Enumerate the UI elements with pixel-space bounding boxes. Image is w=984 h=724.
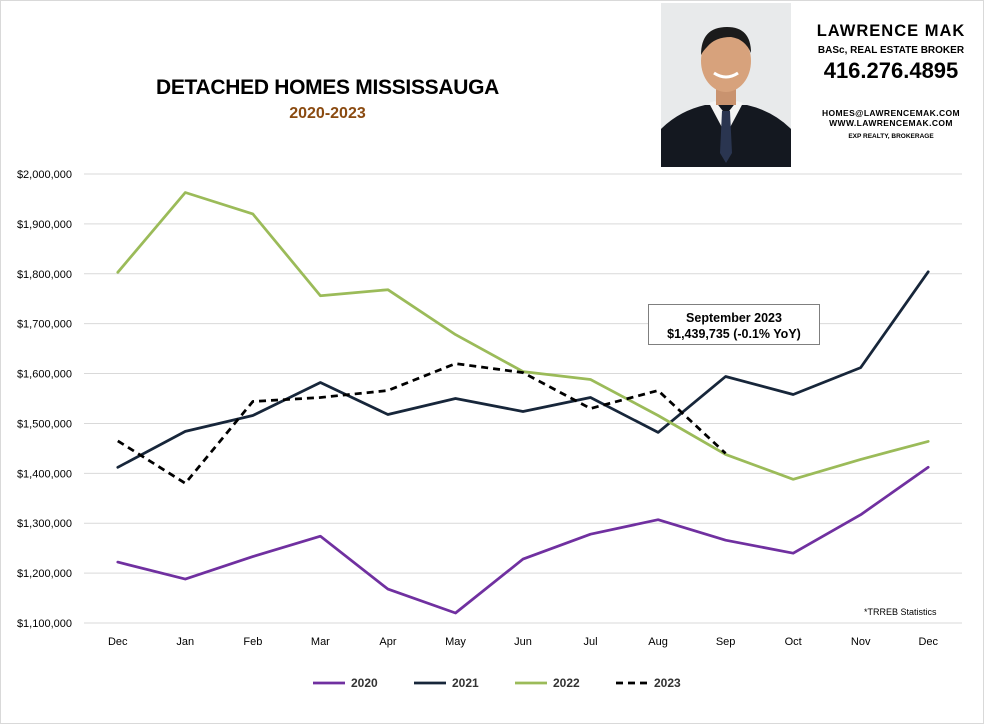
x-tick-label: Jul xyxy=(584,636,598,648)
y-tick-label: $1,900,000 xyxy=(17,219,72,231)
y-tick-label: $1,300,000 xyxy=(17,518,72,530)
y-tick-label: $1,500,000 xyxy=(17,418,72,430)
agent-phone: 416.276.4895 xyxy=(823,58,959,83)
legend: 2020 2021 2022 2023 xyxy=(313,676,681,690)
y-tick-label: $1,200,000 xyxy=(17,568,72,580)
callout-title: September 2023 xyxy=(686,311,782,325)
september-2023-callout: September 2023 $1,439,735 (-0.1% YoY) xyxy=(648,304,820,345)
agent-email: HOMES@LAWRENCEMAK.COM xyxy=(821,108,961,118)
chart-subtitle: 2020-2023 xyxy=(289,105,366,122)
y-tick-label: $1,800,000 xyxy=(17,269,72,281)
y-tick-label: $1,700,000 xyxy=(17,319,72,331)
legend-label-2021: 2021 xyxy=(452,676,479,690)
source-note: *TRREB Statistics xyxy=(864,607,937,617)
gridlines xyxy=(84,173,962,624)
x-axis: Dec Jan Feb Mar Apr May Jun Jul Aug Sep Oct Nov Dec xyxy=(108,636,939,648)
legend-label-2023: 2023 xyxy=(654,676,681,690)
x-tick-label: May xyxy=(445,636,466,648)
x-tick-label: Jan xyxy=(176,636,194,648)
agent-name: LAWRENCE MAK xyxy=(816,22,966,40)
series-line-2021 xyxy=(116,270,930,469)
agent-portrait-image xyxy=(661,3,791,167)
x-tick-label: Mar xyxy=(311,636,330,648)
y-tick-label: $1,100,000 xyxy=(17,618,72,630)
series-line-2023 xyxy=(117,362,727,485)
legend-label-2022: 2022 xyxy=(553,676,580,690)
x-tick-label: Sep xyxy=(716,636,736,648)
x-tick-label: Dec xyxy=(108,636,128,648)
callout-value: $1,439,735 (-0.1% YoY) xyxy=(667,327,801,341)
series-lines xyxy=(116,191,930,615)
y-tick-label: $1,600,000 xyxy=(17,369,72,381)
agent-website: WWW.LAWRENCEMAK.COM xyxy=(829,118,953,128)
x-tick-label: Jun xyxy=(514,636,532,648)
title-block: DETACHED HOMES MISSISSAUGA 2020-2023 xyxy=(120,76,535,123)
x-tick-label: Aug xyxy=(648,636,668,648)
series-line-2020 xyxy=(116,465,930,615)
legend-label-2020: 2020 xyxy=(351,676,378,690)
x-tick-label: Dec xyxy=(918,636,938,648)
x-tick-label: Nov xyxy=(851,636,871,648)
y-tick-label: $2,000,000 xyxy=(17,169,72,181)
x-tick-label: Feb xyxy=(243,636,262,648)
y-axis: $2,000,000 $1,900,000 $1,800,000 $1,700,000… xyxy=(17,169,72,630)
agent-photo xyxy=(661,3,791,167)
y-tick-label: $1,400,000 xyxy=(17,468,72,480)
agent-card: LAWRENCE MAK BASc, REAL ESTATE BROKER 41… xyxy=(806,22,976,140)
agent-brokerage: EXP REALTY, BROKERAGE xyxy=(848,133,934,140)
chart-title: DETACHED HOMES MISSISSAUGA xyxy=(155,76,499,99)
x-tick-label: Apr xyxy=(379,636,396,648)
agent-credentials: BASc, REAL ESTATE BROKER xyxy=(817,45,965,56)
x-tick-label: Oct xyxy=(785,636,802,648)
